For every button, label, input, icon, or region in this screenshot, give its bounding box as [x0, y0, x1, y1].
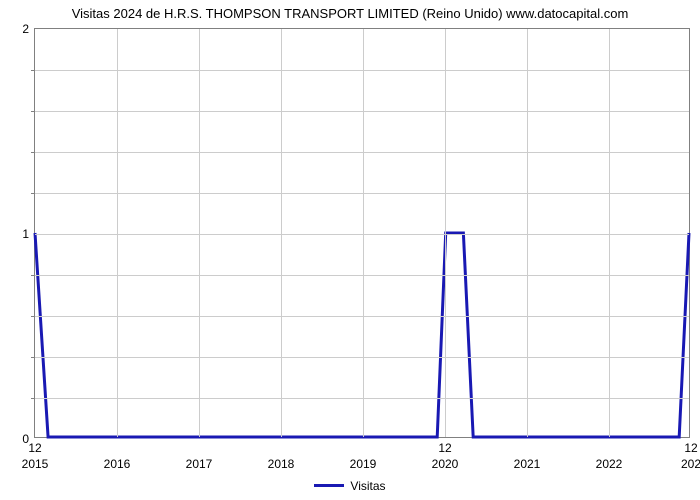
legend-item-visitas: Visitas: [314, 479, 385, 493]
y-tick-label: 2: [22, 22, 29, 36]
grid-line-v: [281, 29, 282, 437]
x-tick-label: 2019: [350, 457, 377, 471]
visits-chart: Visitas 2024 de H.R.S. THOMPSON TRANSPOR…: [0, 0, 700, 500]
x-tick-label: 2018: [268, 457, 295, 471]
grid-line-h-minor: [35, 275, 689, 276]
grid-line-h-minor: [35, 111, 689, 112]
legend: Visitas: [0, 476, 700, 493]
x-tick-label: 2022: [596, 457, 623, 471]
grid-line-h-minor: [35, 398, 689, 399]
y-minor-tick: [31, 316, 35, 317]
y-minor-tick: [31, 152, 35, 153]
x-tick-label: 202: [681, 457, 700, 471]
x-tick-label: 2015: [22, 457, 49, 471]
grid-line-h-minor: [35, 193, 689, 194]
y-minor-tick: [31, 357, 35, 358]
x-tick-label: 2021: [514, 457, 541, 471]
y-minor-tick: [31, 70, 35, 71]
y-tick-label: 1: [22, 227, 29, 241]
x-secondary-label: 12: [28, 441, 41, 455]
plot-area: 0122015201620172018201920202021202220212…: [34, 28, 690, 438]
legend-swatch: [314, 484, 344, 487]
legend-label: Visitas: [350, 479, 385, 493]
grid-line-h: [35, 234, 689, 235]
grid-line-v: [199, 29, 200, 437]
x-secondary-label: 12: [684, 441, 697, 455]
grid-line-v: [445, 29, 446, 437]
grid-line-h-minor: [35, 316, 689, 317]
grid-line-v: [527, 29, 528, 437]
line-series: [35, 29, 689, 437]
grid-line-v: [363, 29, 364, 437]
x-tick-label: 2017: [186, 457, 213, 471]
x-tick-label: 2016: [104, 457, 131, 471]
grid-line-h-minor: [35, 70, 689, 71]
x-tick-label: 2020: [432, 457, 459, 471]
grid-line-v: [609, 29, 610, 437]
y-minor-tick: [31, 193, 35, 194]
y-minor-tick: [31, 111, 35, 112]
x-secondary-label: 12: [438, 441, 451, 455]
y-minor-tick: [31, 275, 35, 276]
grid-line-v: [117, 29, 118, 437]
grid-line-h-minor: [35, 357, 689, 358]
grid-line-h-minor: [35, 152, 689, 153]
y-minor-tick: [31, 398, 35, 399]
chart-title: Visitas 2024 de H.R.S. THOMPSON TRANSPOR…: [0, 6, 700, 21]
